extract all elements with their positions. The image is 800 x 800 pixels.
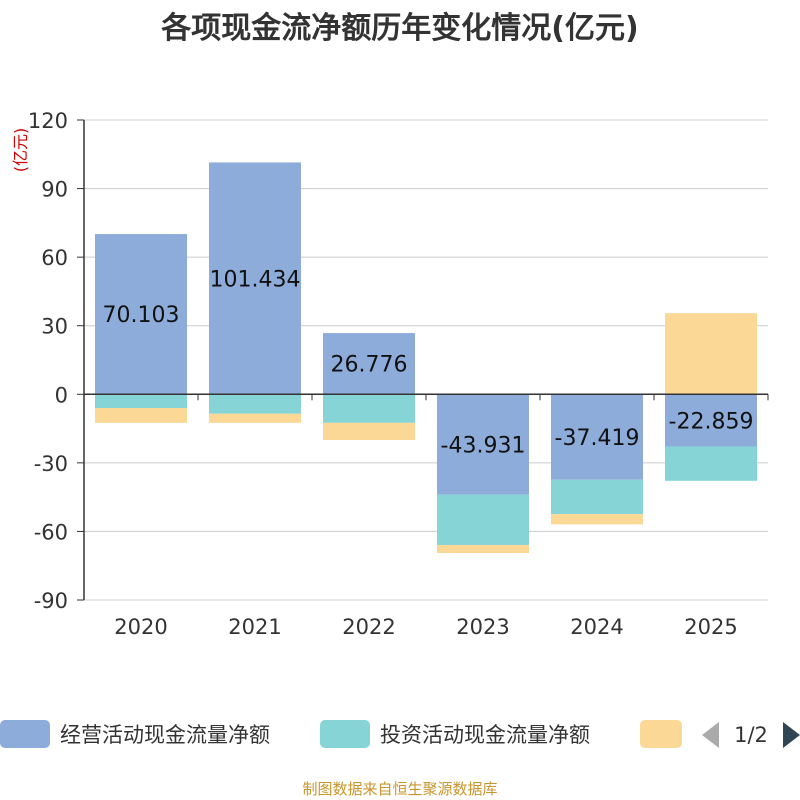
legend-label-investing[interactable]: 投资活动现金流量净额 <box>380 723 590 747</box>
legend-swatch-investing[interactable] <box>320 720 370 748</box>
chart-title: 各项现金流净额历年变化情况(亿元) <box>160 11 638 46</box>
data-label-2020: 70.103 <box>103 303 180 328</box>
data-label-2021: 101.434 <box>210 267 301 292</box>
x-tick-label-2020: 2020 <box>114 615 167 639</box>
triangle-left-icon[interactable] <box>702 722 719 748</box>
bar-2023-series-2[interactable] <box>437 544 529 553</box>
data-labels: 70.103 101.434 26.776 -43.931 -37.419 -22.859 <box>103 267 754 458</box>
legend-swatch-financing[interactable] <box>640 720 682 748</box>
legend-swatch-operating[interactable] <box>0 720 50 748</box>
data-label-2024: -37.419 <box>555 426 640 451</box>
y-tick-label: -60 <box>34 520 68 544</box>
bar-2024-series-0[interactable] <box>551 394 643 480</box>
triangle-right-icon[interactable] <box>783 722 800 748</box>
bar-2023-series-0[interactable] <box>437 394 529 495</box>
bar-2023-series-1[interactable] <box>437 494 529 545</box>
y-tick-label: 60 <box>41 246 68 270</box>
y-tick-label: -30 <box>34 452 68 476</box>
bar-2021-series-1[interactable] <box>209 394 301 414</box>
data-label-2022: 26.776 <box>331 353 408 378</box>
data-label-2023: -43.931 <box>441 433 526 458</box>
data-label-2025: -22.859 <box>669 409 754 434</box>
x-tick-label-2025: 2025 <box>684 615 737 639</box>
legend-pager: 1/2 <box>734 723 768 747</box>
legend: 经营活动现金流量净额 投资活动现金流量净额 1/2 <box>0 720 800 748</box>
x-tick-label-2024: 2024 <box>570 615 623 639</box>
bar-2024-series-2[interactable] <box>551 514 643 525</box>
bar-2022-series-1[interactable] <box>323 394 415 423</box>
y-axis-label: (亿元) <box>11 128 30 173</box>
bars <box>95 162 757 553</box>
x-tick-label-2023: 2023 <box>456 615 509 639</box>
y-tick-label: 0 <box>55 383 68 407</box>
bar-2020-series-2[interactable] <box>95 408 187 423</box>
x-tick-label-2021: 2021 <box>228 615 281 639</box>
y-tick-label: 30 <box>41 315 68 339</box>
bar-2025-series-1[interactable] <box>665 446 757 481</box>
axes: 120 90 60 30 0 -30 -60 -90 2020 2021 2022 2023 2024 2… <box>28 109 769 639</box>
bar-2025-series-0[interactable] <box>665 394 757 447</box>
bar-2022-series-0[interactable] <box>323 333 415 395</box>
y-tick-label: 90 <box>41 178 68 202</box>
bar-2022-series-2[interactable] <box>323 422 415 440</box>
source-note: 制图数据来自恒生聚源数据库 <box>302 780 497 798</box>
y-tick-label: -90 <box>34 589 68 613</box>
bar-2024-series-1[interactable] <box>551 479 643 515</box>
y-tick-label: 120 <box>28 109 68 133</box>
legend-label-operating[interactable]: 经营活动现金流量净额 <box>60 723 270 747</box>
bar-2020-series-1[interactable] <box>95 394 187 408</box>
grid <box>84 119 768 601</box>
bar-2021-series-0[interactable] <box>209 162 301 395</box>
bar-2020-series-0[interactable] <box>95 234 187 395</box>
bar-2025-series-2[interactable] <box>665 313 757 395</box>
bar-2021-series-2[interactable] <box>209 413 301 423</box>
x-tick-label-2022: 2022 <box>342 615 395 639</box>
